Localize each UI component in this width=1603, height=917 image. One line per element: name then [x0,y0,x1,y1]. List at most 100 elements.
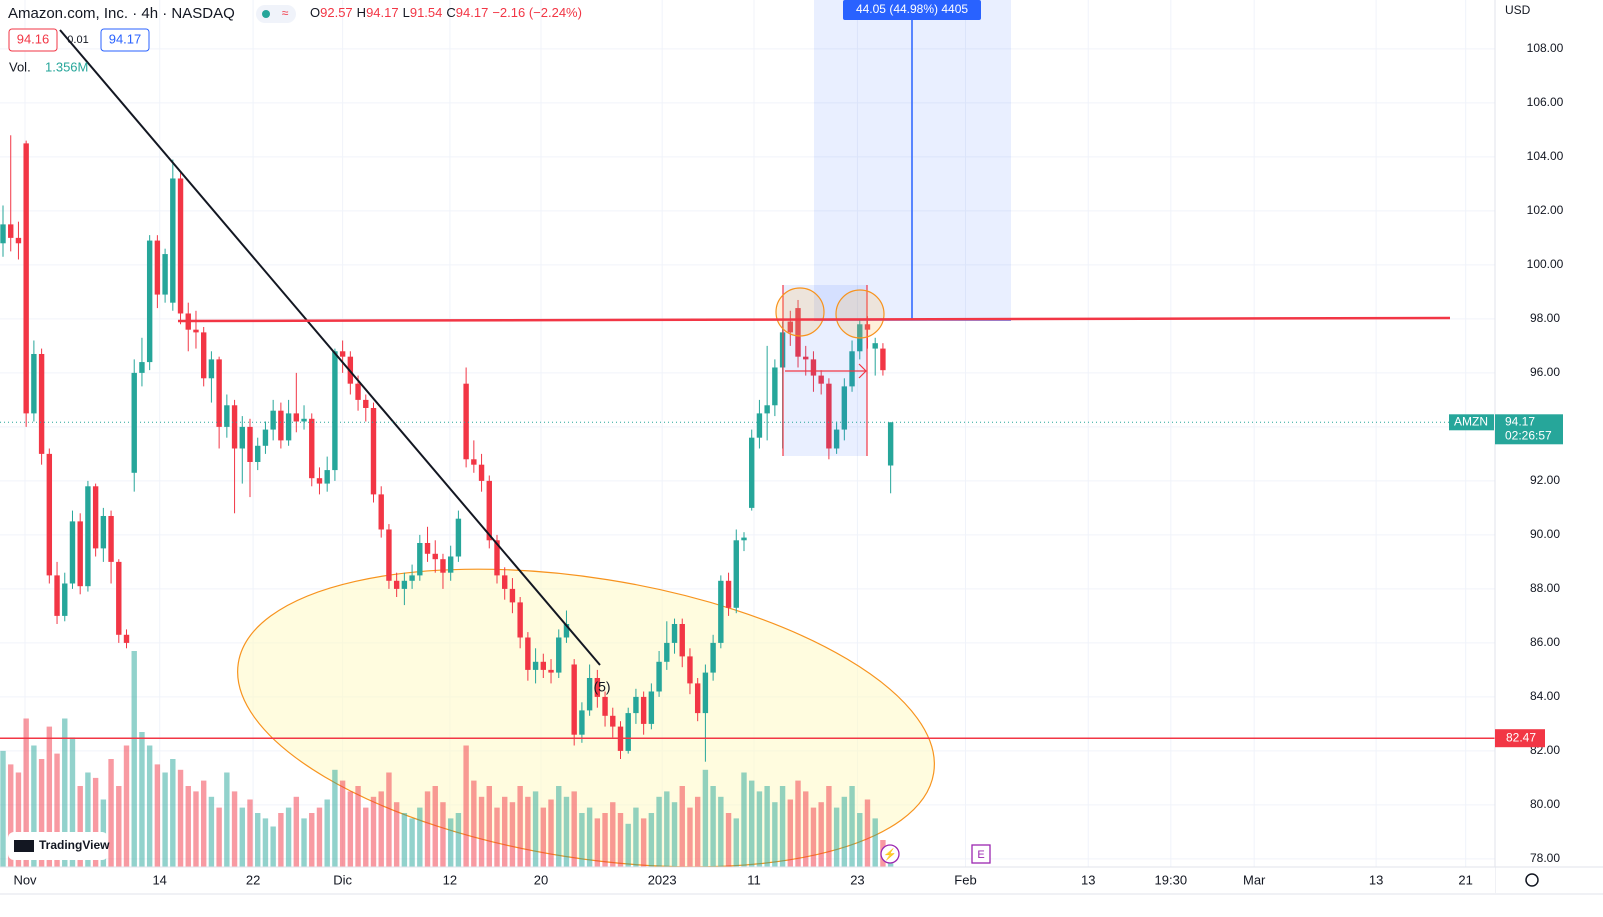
candle-body [447,556,454,573]
candle-body [255,445,261,462]
y-tick-label: 78.00 [1530,851,1560,865]
candle-body [625,713,631,751]
volume-bar [532,791,539,867]
candle-body [833,429,840,449]
candle-body [38,353,45,454]
currency: USD [1505,3,1531,17]
volume-bar [764,786,770,867]
candle-body [108,515,114,562]
status-pill [256,5,296,23]
volume-bar [123,745,130,867]
volume-bar [849,786,855,867]
candle-body [455,518,462,557]
volume-bar [617,813,624,867]
ohlc-value: 94.17 [456,5,489,20]
volume-bar [579,813,585,867]
volume-bar [887,863,894,867]
candle-body [239,426,245,449]
volume-bar [818,802,824,867]
volume-bar [795,780,801,867]
candle-body [285,413,292,441]
volume-bar [471,780,477,867]
dividend-icon[interactable] [880,844,900,864]
volume-label: Vol. [9,59,31,74]
price-label: 94.17 [1505,414,1535,428]
candle-body [872,343,878,349]
volume-bar [278,813,284,867]
volume-bar [671,802,678,867]
circle-drawing [835,289,885,339]
volume-bar [571,791,577,867]
y-tick-label: 80.00 [1530,797,1560,811]
candle-body [123,634,130,643]
candle-body [841,386,848,430]
candle-body [309,418,315,479]
y-tick-label: 100.00 [1527,257,1564,271]
volume-bar [301,818,307,867]
candle-body [170,178,176,303]
buy-price[interactable]: 94.17 [109,31,142,46]
sell-price[interactable]: 94.16 [17,31,50,46]
candle-body [162,254,168,295]
x-tick-label: 11 [747,872,761,887]
y-tick-label: 98.00 [1530,311,1560,325]
candle-body [31,353,37,414]
candle-body [0,224,6,244]
settings-icon[interactable] [1525,873,1539,887]
volume-bar [648,813,655,867]
status-dot [262,10,270,18]
buy-button[interactable] [100,28,150,52]
hline-label-box [1495,729,1545,748]
volume-bar [309,813,315,867]
x-tick-label: 19:30 [1155,872,1188,887]
volume-bar [556,786,562,867]
ohlc-value: 91.54 [410,5,443,20]
volume-bar [15,772,22,867]
earnings-icon[interactable] [971,844,991,864]
volume-bar [679,786,685,867]
volume-bar [8,764,14,867]
candle-body [100,515,107,549]
volume-bar [208,796,215,867]
volume-bar [478,796,485,867]
volume-bar [602,813,608,867]
ohlc-value: 94.17 [366,5,399,20]
candle-body [633,696,639,714]
volume-bar [725,813,732,867]
candle-body [486,480,492,541]
volume-bar [455,813,462,867]
volume-bar [625,823,631,867]
volume-bar [586,807,593,867]
candle-body [401,580,408,589]
ohlc-value: 92.57 [320,5,353,20]
volume-bar [92,777,99,867]
volume-bar [46,726,53,867]
volume-bar [509,802,516,867]
x-tick-label: 20 [534,872,548,887]
candle-body [656,661,662,692]
candle-body [92,486,99,549]
x-tick-label: Mar [1243,872,1266,887]
range-arrow-head [858,363,867,379]
candle-body [355,383,361,400]
volume-bar [563,796,570,867]
volume-bar [131,651,137,867]
volume-bar [193,791,199,867]
hline-label: 82.47 [1506,730,1536,744]
volume-bar [224,772,230,867]
volume-bar [540,807,547,867]
volume-bar [702,769,709,867]
sell-button[interactable] [8,28,58,52]
candle-body [77,521,83,587]
x-tick-label: Feb [954,872,976,887]
volume-bar [687,807,693,867]
candle-body [525,637,531,670]
volume-bar [779,786,786,867]
candle-body [749,437,755,508]
candle-body [8,224,14,238]
volume-bar [108,759,114,867]
volume-value: 1.356M [45,59,88,74]
volume-bar [77,786,83,867]
measure-label: 44.05 (44.98%) 4405 [856,2,968,16]
